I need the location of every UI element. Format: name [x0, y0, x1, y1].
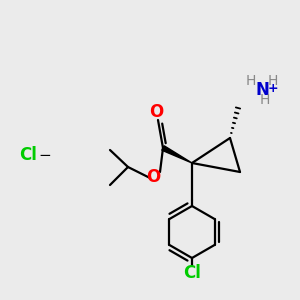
- Text: Cl: Cl: [19, 146, 37, 164]
- Text: O: O: [149, 103, 163, 121]
- Text: H: H: [260, 93, 270, 107]
- Text: H: H: [246, 74, 256, 88]
- Text: −: −: [39, 148, 51, 163]
- Polygon shape: [162, 146, 192, 163]
- Text: Cl: Cl: [183, 264, 201, 282]
- Text: H: H: [268, 74, 278, 88]
- Text: N: N: [255, 81, 269, 99]
- Text: O: O: [146, 168, 160, 186]
- Text: +: +: [268, 82, 278, 94]
